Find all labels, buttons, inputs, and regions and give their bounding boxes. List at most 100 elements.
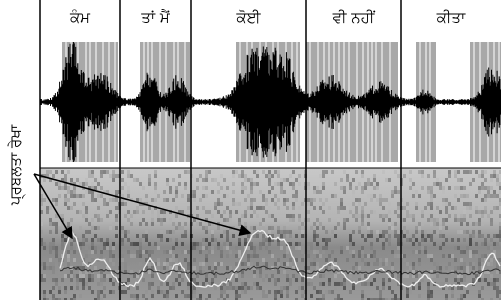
spectrogram-cell <box>460 250 463 254</box>
spectrogram-cell <box>421 214 424 218</box>
spectrogram-cell <box>67 170 70 174</box>
spectrogram-cell <box>217 242 220 246</box>
spectrogram-cell <box>100 186 103 190</box>
spectrogram-cell <box>364 182 367 186</box>
spectrogram-cell <box>250 254 253 258</box>
spectrogram-cell <box>226 194 229 198</box>
spectrogram-cell <box>55 250 58 254</box>
spectrogram-cell <box>325 290 328 294</box>
spectrogram-cell <box>340 178 343 182</box>
spectrogram-cell <box>145 198 148 202</box>
spectrogram-cell <box>136 254 139 258</box>
spectrogram-cell <box>247 286 250 290</box>
spectrogram-cell <box>58 286 61 290</box>
spectrogram-cell <box>220 250 223 254</box>
spectrogram-cell <box>160 234 163 238</box>
spectrogram-cell <box>382 218 385 222</box>
spectrogram-cell <box>487 282 490 286</box>
spectrogram-cell <box>418 194 421 198</box>
spectrogram-cell <box>172 254 175 258</box>
spectrogram-cell <box>433 274 436 278</box>
spectrogram-cell <box>100 194 103 198</box>
spectrogram-cell <box>373 278 376 282</box>
spectrogram-cell <box>121 230 124 234</box>
spectrogram-cell <box>370 242 373 246</box>
spectrogram-cell <box>424 238 427 242</box>
spectrogram-cell <box>406 206 409 210</box>
spectrogram-cell <box>478 218 481 222</box>
spectrogram-cell <box>388 210 391 214</box>
spectrogram-cell <box>313 230 316 234</box>
spectrogram-cell <box>388 242 391 246</box>
spectrogram-cell <box>436 266 439 270</box>
spectrogram-cell <box>52 174 55 178</box>
spectrogram-cell <box>49 230 52 234</box>
spectrogram-cell <box>220 254 223 258</box>
spectrogram-cell <box>430 294 433 298</box>
spectrogram-cell <box>256 286 259 290</box>
spectrogram-cell <box>64 178 67 182</box>
spectrogram-cell <box>406 214 409 218</box>
spectrogram-cell <box>184 182 187 186</box>
spectrogram-cell <box>142 250 145 254</box>
spectrogram-cell <box>481 182 484 186</box>
spectrogram-cell <box>460 262 463 266</box>
spectrogram-cell <box>199 242 202 246</box>
spectrogram-cell <box>460 214 463 218</box>
spectrogram-cell <box>442 202 445 206</box>
spectrogram-cell <box>223 290 226 294</box>
spectrogram-cell <box>418 294 421 298</box>
spectrogram-cell <box>247 258 250 262</box>
spectrogram-cell <box>319 206 322 210</box>
spectrogram-cell <box>418 262 421 266</box>
spectrogram-cell <box>178 282 181 286</box>
spectrogram-cell <box>247 262 250 266</box>
spectrogram-cell <box>478 174 481 178</box>
spectrogram-cell <box>169 286 172 290</box>
spectrogram-cell <box>181 234 184 238</box>
spectrogram-cell <box>76 194 79 198</box>
spectrogram-cell <box>334 194 337 198</box>
spectrogram-cell <box>439 210 442 214</box>
spectrogram-cell <box>136 206 139 210</box>
spectrogram-cell <box>298 174 301 178</box>
spectrogram-cell <box>175 206 178 210</box>
spectrogram-cell <box>379 258 382 262</box>
spectrogram-cell <box>208 242 211 246</box>
spectrogram-cell <box>82 202 85 206</box>
spectrogram-cell <box>334 182 337 186</box>
spectrogram-cell <box>145 230 148 234</box>
spectrogram-cell <box>475 210 478 214</box>
spectrogram-cell <box>103 286 106 290</box>
spectrogram-cell <box>466 222 469 226</box>
spectrogram-cell <box>157 290 160 294</box>
spectrogram-cell <box>199 222 202 226</box>
spectrogram-cell <box>175 194 178 198</box>
spectrogram-cell <box>430 234 433 238</box>
spectrogram-cell <box>67 262 70 266</box>
spectrogram-cell <box>253 254 256 258</box>
spectrogram-cell <box>127 250 130 254</box>
spectrogram-cell <box>262 194 265 198</box>
spectrogram-cell <box>262 170 265 174</box>
annotation: ਪ੍ਰਬਲਤਾ ਰੇਖਾ <box>7 124 27 206</box>
spectrogram-cell <box>283 190 286 194</box>
spectrogram-cell <box>337 222 340 226</box>
spectrogram-cell <box>160 230 163 234</box>
spectrogram-cell <box>280 234 283 238</box>
spectrogram-cell <box>376 186 379 190</box>
spectrogram-cell <box>271 274 274 278</box>
spectrogram-cell <box>487 190 490 194</box>
spectrogram-cell <box>187 282 190 286</box>
spectrogram-cell <box>70 242 73 246</box>
spectrogram-cell <box>373 174 376 178</box>
spectrogram-cell <box>232 234 235 238</box>
spectrogram-cell <box>463 218 466 222</box>
spectrogram-cell <box>49 170 52 174</box>
spectrogram-cell <box>79 274 82 278</box>
spectrogram-cell <box>106 274 109 278</box>
spectrogram-cell <box>211 278 214 282</box>
spectrogram-cell <box>295 242 298 246</box>
spectrogram-cell <box>388 202 391 206</box>
spectrogram-cell <box>421 170 424 174</box>
